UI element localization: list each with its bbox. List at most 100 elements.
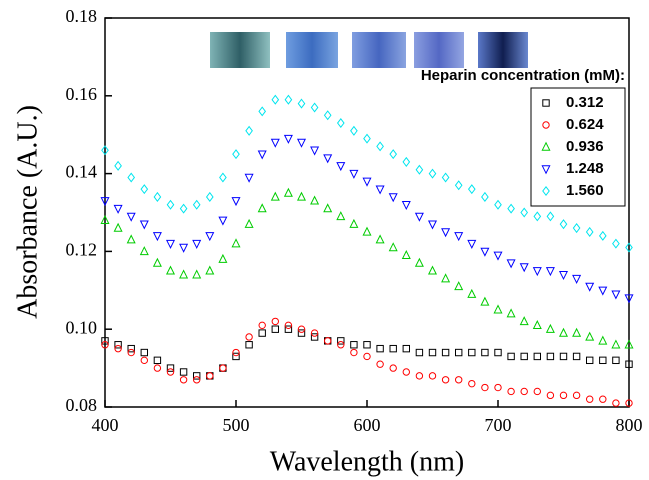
data-point <box>624 339 634 349</box>
data-point <box>126 212 136 222</box>
data-point <box>323 203 333 213</box>
data-point <box>139 220 149 230</box>
data-point <box>454 232 464 242</box>
data-point <box>232 149 240 160</box>
data-point <box>559 352 568 361</box>
data-point <box>507 203 515 214</box>
x-tick-label: 400 <box>92 415 119 435</box>
data-point <box>612 399 620 407</box>
data-point <box>467 184 476 195</box>
legend-box <box>530 87 626 207</box>
data-point <box>625 360 633 368</box>
data-point <box>258 321 266 330</box>
data-point <box>101 337 109 345</box>
data-point <box>388 193 398 203</box>
legend-label: 0.936 <box>566 138 604 155</box>
data-point <box>572 223 581 234</box>
data-point <box>336 118 345 129</box>
data-point <box>599 395 607 403</box>
data-point <box>127 348 135 357</box>
data-point <box>506 308 516 318</box>
data-point <box>126 234 136 244</box>
data-point <box>612 356 620 365</box>
data-point <box>625 242 633 253</box>
data-point <box>480 247 490 257</box>
data-point <box>572 352 581 361</box>
data-point <box>428 348 437 357</box>
data-point <box>296 138 307 148</box>
data-point <box>192 199 201 210</box>
data-point <box>493 304 503 314</box>
data-point <box>179 368 188 376</box>
data-point <box>427 265 438 275</box>
data-point <box>101 145 109 156</box>
data-point <box>179 243 189 253</box>
data-point <box>441 348 450 357</box>
y-tick-label: 0.08 <box>66 395 98 415</box>
data-point <box>481 191 489 202</box>
data-point <box>245 333 253 341</box>
data-point <box>441 172 450 183</box>
data-point <box>152 257 162 267</box>
data-point <box>192 269 202 279</box>
data-point <box>166 368 175 376</box>
sample-photos <box>210 32 528 68</box>
data-point <box>166 199 175 210</box>
data-point <box>585 282 595 292</box>
data-point <box>572 327 582 337</box>
data-point <box>362 226 372 236</box>
data-point <box>455 348 463 357</box>
data-point <box>232 348 240 357</box>
data-point <box>166 364 175 372</box>
x-axis-label: Wavelength (nm) <box>270 446 464 477</box>
data-point <box>270 138 280 148</box>
data-point <box>507 352 515 361</box>
legend-marker <box>542 185 550 197</box>
data-point <box>101 341 109 349</box>
data-point <box>519 263 529 273</box>
data-point <box>402 344 411 353</box>
data-point <box>599 356 607 365</box>
data-point <box>336 162 346 172</box>
legend-label: 0.312 <box>566 94 604 111</box>
data-point <box>296 191 307 201</box>
legend-marker <box>542 121 550 129</box>
data-point <box>284 325 293 333</box>
data-point <box>218 253 228 263</box>
y-tick-label: 0.16 <box>66 84 98 104</box>
data-point <box>532 319 542 330</box>
data-point <box>349 218 359 228</box>
data-point <box>441 273 451 283</box>
data-point <box>114 341 122 349</box>
data-point <box>559 219 568 230</box>
data-point <box>310 146 320 156</box>
data-point <box>310 329 319 337</box>
data-point <box>376 141 384 152</box>
data-point <box>337 337 345 345</box>
data-point <box>481 383 489 392</box>
data-point <box>297 329 306 337</box>
data-point <box>219 364 227 372</box>
data-point <box>493 251 503 261</box>
data-point <box>533 352 541 361</box>
legend-label: 0.624 <box>566 116 604 133</box>
data-point <box>494 199 502 210</box>
data-point <box>219 172 227 183</box>
data-point <box>401 249 411 259</box>
data-point <box>205 265 215 275</box>
data-point <box>455 376 463 384</box>
data-point <box>258 329 266 337</box>
data-point <box>165 265 176 275</box>
data-point <box>376 360 384 368</box>
y-tick-label: 0.14 <box>66 162 98 182</box>
data-point <box>441 376 450 384</box>
data-point <box>193 376 201 384</box>
data-point <box>598 230 607 241</box>
data-point <box>545 323 555 333</box>
data-point <box>271 94 280 105</box>
data-point <box>179 203 188 214</box>
data-point <box>585 226 594 237</box>
data-point <box>310 195 320 205</box>
data-point <box>193 372 201 380</box>
data-point <box>297 325 306 333</box>
